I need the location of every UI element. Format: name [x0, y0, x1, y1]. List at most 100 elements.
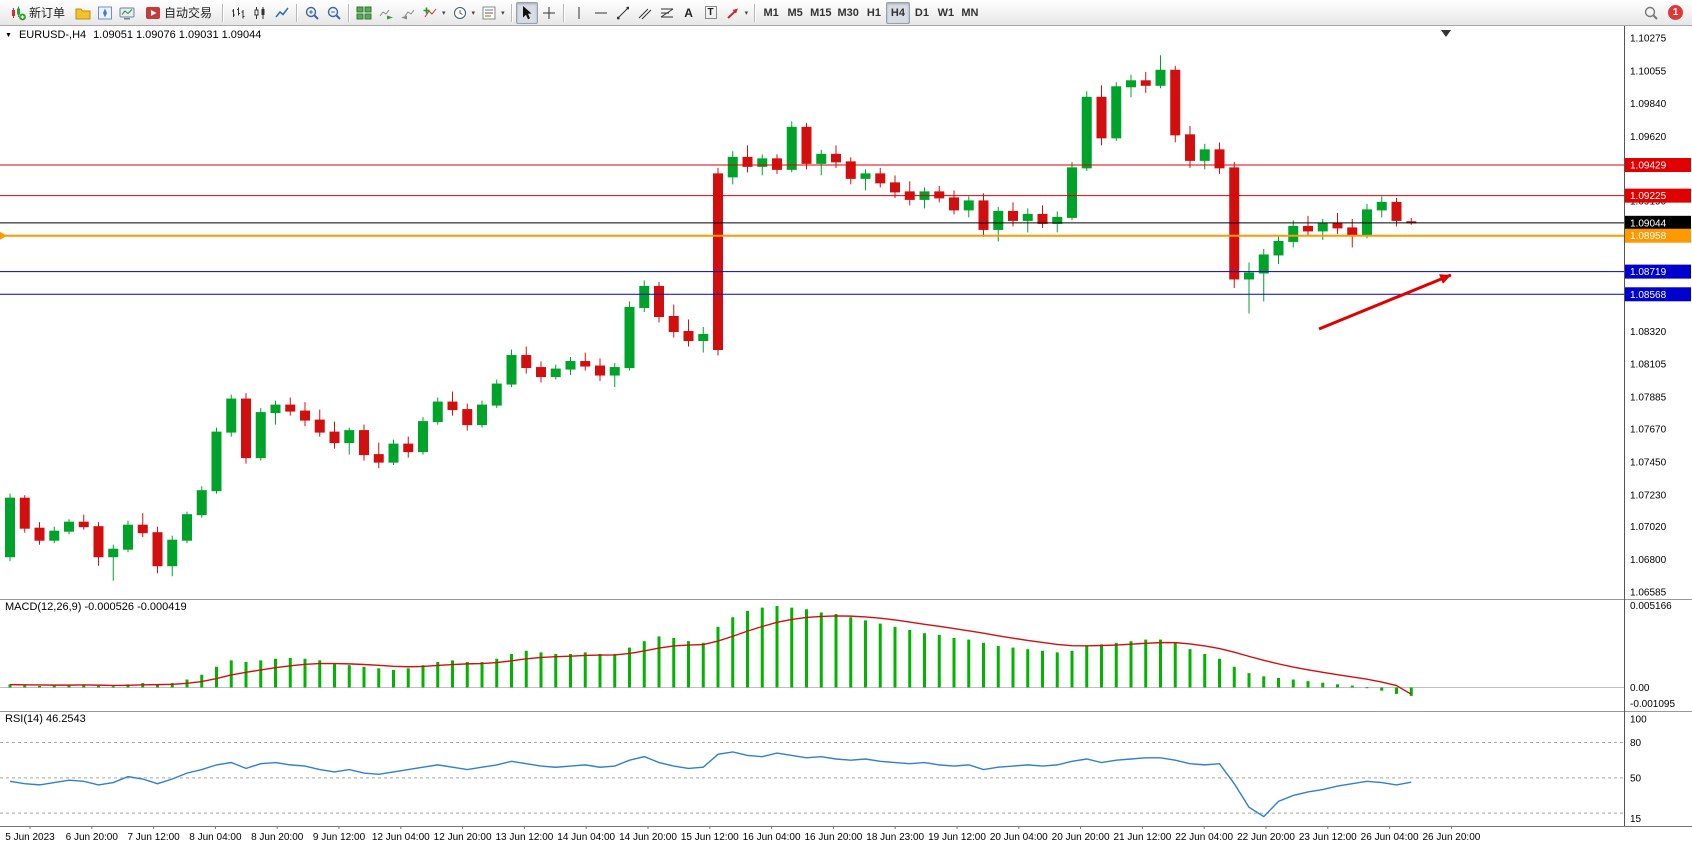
text-button[interactable]: A: [678, 2, 700, 24]
price-chart-panel[interactable]: 1.102751.100551.098401.096201.091901.083…: [0, 26, 1692, 599]
chart-window: 1.102751.100551.098401.096201.091901.083…: [0, 26, 1692, 846]
line-chart-button[interactable]: [271, 2, 293, 24]
symbol-label: EURUSD-,H4: [18, 29, 87, 41]
svg-text:80: 80: [1630, 738, 1642, 749]
macd-label: MACD(12,26,9) -0.000526 -0.000419: [5, 601, 187, 613]
candles-layer: [5, 55, 1417, 581]
chart-title: ▼ EURUSD-,H4 1.09051 1.09076 1.09031 1.0…: [5, 29, 261, 41]
timeframe-mn-button[interactable]: MN: [958, 2, 982, 24]
auto-scroll-button[interactable]: [375, 2, 397, 24]
svg-text:1.08105: 1.08105: [1630, 359, 1667, 370]
notification-badge[interactable]: 1: [1668, 5, 1683, 20]
rsi-line: [9, 751, 1412, 818]
crosshair-icon: [542, 6, 555, 19]
crosshair-button[interactable]: [538, 2, 560, 24]
fibonacci-button[interactable]: [656, 2, 678, 24]
timeframe-m15-button[interactable]: M15: [807, 2, 834, 24]
svg-text:0.00: 0.00: [1630, 683, 1650, 694]
macd-panel[interactable]: 0.005166 0.00 -0.001095 MACD(12,26,9) -0.0…: [0, 599, 1692, 711]
clock-icon: [453, 6, 466, 19]
rsi-label: RSI(14) 46.2543: [5, 713, 86, 725]
svg-text:1.10055: 1.10055: [1630, 67, 1667, 78]
trendline-icon: [616, 6, 629, 19]
svg-text:6 Jun 20:00: 6 Jun 20:00: [66, 832, 119, 843]
chart-shift-button[interactable]: [397, 2, 419, 24]
svg-text:20 Jun 20:00: 20 Jun 20:00: [1052, 832, 1110, 843]
timeframe-w1-button[interactable]: W1: [934, 2, 958, 24]
horizontal-line-icon: [594, 12, 607, 13]
macd-histogram: [8, 606, 1413, 696]
tile-windows-button[interactable]: [353, 2, 375, 24]
macd-signal-line: [9, 615, 1412, 695]
rsi-panel[interactable]: 100 80 50 15 RSI(14) 46.2543: [0, 711, 1692, 826]
toolbar: 新订单 自动交易 ▾ ▾: [0, 0, 1692, 26]
vertical-line-icon: [578, 6, 580, 19]
search-icon: [1644, 6, 1658, 20]
svg-text:1.09044: 1.09044: [1630, 218, 1667, 229]
zoom-out-button[interactable]: [323, 2, 345, 24]
bar-chart-button[interactable]: [227, 2, 249, 24]
arrows-button[interactable]: ▾: [722, 2, 752, 24]
toolbar-separator: [754, 3, 757, 22]
toolbar-separator: [348, 3, 351, 22]
text-label-button[interactable]: T: [700, 2, 722, 24]
bar-chart-icon: [232, 7, 245, 18]
trendline-button[interactable]: [612, 2, 634, 24]
svg-text:1.06800: 1.06800: [1630, 555, 1667, 566]
shift-marker: [1441, 30, 1451, 37]
candlestick-icon: [254, 6, 265, 19]
time-axis[interactable]: 5 Jun 2023 6 Jun 20:00 7 Jun 12:00 8 Jun 04…: [0, 826, 1692, 846]
zoom-in-button[interactable]: [301, 2, 323, 24]
folder-icon: [75, 8, 91, 19]
cursor-icon: [522, 5, 532, 19]
horizontal-line-button[interactable]: [590, 2, 612, 24]
timeframe-h4-button[interactable]: H4: [885, 1, 910, 24]
search-button[interactable]: [1640, 2, 1662, 24]
timeframe-d1-button[interactable]: D1: [910, 2, 934, 24]
svg-text:8 Jun 04:00: 8 Jun 04:00: [189, 832, 242, 843]
channel-button[interactable]: [634, 2, 656, 24]
channel-icon: [638, 8, 651, 19]
collapse-icon[interactable]: ▼: [5, 31, 12, 39]
svg-text:1.08320: 1.08320: [1630, 327, 1667, 338]
svg-text:13 Jun 12:00: 13 Jun 12:00: [495, 832, 553, 843]
templates-button[interactable]: ▾: [478, 2, 508, 24]
navigator-button[interactable]: [94, 2, 116, 24]
svg-text:1.08719: 1.08719: [1630, 267, 1667, 278]
svg-text:26 Jun 20:00: 26 Jun 20:00: [1422, 832, 1480, 843]
indicators-button[interactable]: ▾: [419, 2, 449, 24]
arrow-head: [1439, 274, 1451, 284]
svg-text:1.06585: 1.06585: [1630, 588, 1667, 599]
toolbar-separator: [296, 3, 299, 22]
cursor-button[interactable]: [515, 1, 538, 24]
svg-text:9 Jun 12:00: 9 Jun 12:00: [313, 832, 366, 843]
periods-button[interactable]: ▾: [449, 2, 479, 24]
svg-text:8 Jun 20:00: 8 Jun 20:00: [251, 832, 304, 843]
svg-text:14 Jun 04:00: 14 Jun 04:00: [557, 832, 615, 843]
text-label-icon: T: [704, 6, 717, 19]
profiles-button[interactable]: [72, 2, 94, 24]
svg-text:15: 15: [1630, 814, 1642, 825]
time-axis-labels: 5 Jun 2023 6 Jun 20:00 7 Jun 12:00 8 Jun 04…: [5, 826, 1481, 843]
autotrading-button[interactable]: 自动交易: [138, 2, 219, 24]
timeframe-m30-button[interactable]: M30: [835, 2, 862, 24]
new-order-button[interactable]: 新订单: [3, 2, 72, 24]
terminal-button[interactable]: [116, 2, 138, 24]
template-icon: [482, 6, 496, 19]
timeframe-m5-button[interactable]: M5: [783, 2, 807, 24]
svg-text:50: 50: [1630, 773, 1642, 784]
svg-text:21 Jun 12:00: 21 Jun 12:00: [1113, 832, 1171, 843]
candlestick-chart-button[interactable]: [249, 2, 271, 24]
vertical-line-button[interactable]: [568, 2, 590, 24]
new-order-icon: [12, 6, 26, 20]
timeframe-m1-button[interactable]: M1: [759, 2, 783, 24]
svg-text:14 Jun 20:00: 14 Jun 20:00: [619, 832, 677, 843]
svg-text:1.07885: 1.07885: [1630, 392, 1667, 403]
svg-text:22 Jun 04:00: 22 Jun 04:00: [1175, 832, 1233, 843]
svg-text:16 Jun 20:00: 16 Jun 20:00: [804, 832, 862, 843]
autotrading-label: 自动交易: [164, 6, 213, 20]
svg-text:23 Jun 12:00: 23 Jun 12:00: [1299, 832, 1357, 843]
timeframe-h1-button[interactable]: H1: [862, 2, 886, 24]
tile-windows-icon: [356, 6, 372, 19]
svg-text:20 Jun 04:00: 20 Jun 04:00: [990, 832, 1048, 843]
